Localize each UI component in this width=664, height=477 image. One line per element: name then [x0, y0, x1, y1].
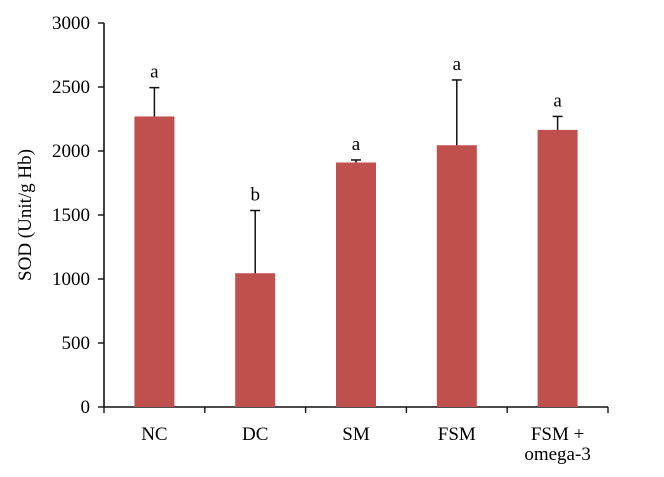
- y-tick-label: 2500: [52, 77, 90, 98]
- bar: [134, 116, 175, 407]
- significance-letter: a: [553, 90, 562, 111]
- bar: [336, 162, 376, 407]
- bar: [537, 129, 578, 407]
- y-axis-label: SOD (Unit/g Hb): [15, 149, 36, 281]
- y-tick-label: 2000: [52, 141, 90, 162]
- significance-letter: a: [352, 134, 361, 155]
- bar: [235, 273, 276, 407]
- category-labels: NC DC SM FSM FSM +omega-3: [141, 424, 591, 465]
- y-tick-label: 0: [81, 397, 91, 418]
- y-tick-label: 500: [62, 333, 91, 354]
- category-label: FSM +: [531, 424, 585, 445]
- category-label: omega-3: [524, 444, 590, 465]
- y-tick-label: 3000: [52, 13, 90, 34]
- y-tick-label: 1500: [52, 205, 90, 226]
- y-axis-title: SOD (Unit/g Hb): [15, 149, 36, 281]
- category-label: FSM: [438, 424, 476, 445]
- bars: [134, 116, 578, 408]
- significance-letter: a: [453, 54, 462, 75]
- significance-letter: a: [150, 62, 159, 83]
- bar: [436, 145, 477, 408]
- y-axis: 0 500 1000 1500 2000 2500 3000: [52, 13, 105, 418]
- x-axis: [103, 406, 609, 413]
- y-tick-label: 1000: [52, 269, 90, 290]
- significance-letter: b: [250, 185, 260, 206]
- error-bars: [149, 79, 563, 274]
- category-label: DC: [242, 424, 268, 445]
- significance-letters: a b a a a: [150, 54, 562, 206]
- category-label: NC: [141, 424, 167, 445]
- category-label: SM: [342, 424, 370, 445]
